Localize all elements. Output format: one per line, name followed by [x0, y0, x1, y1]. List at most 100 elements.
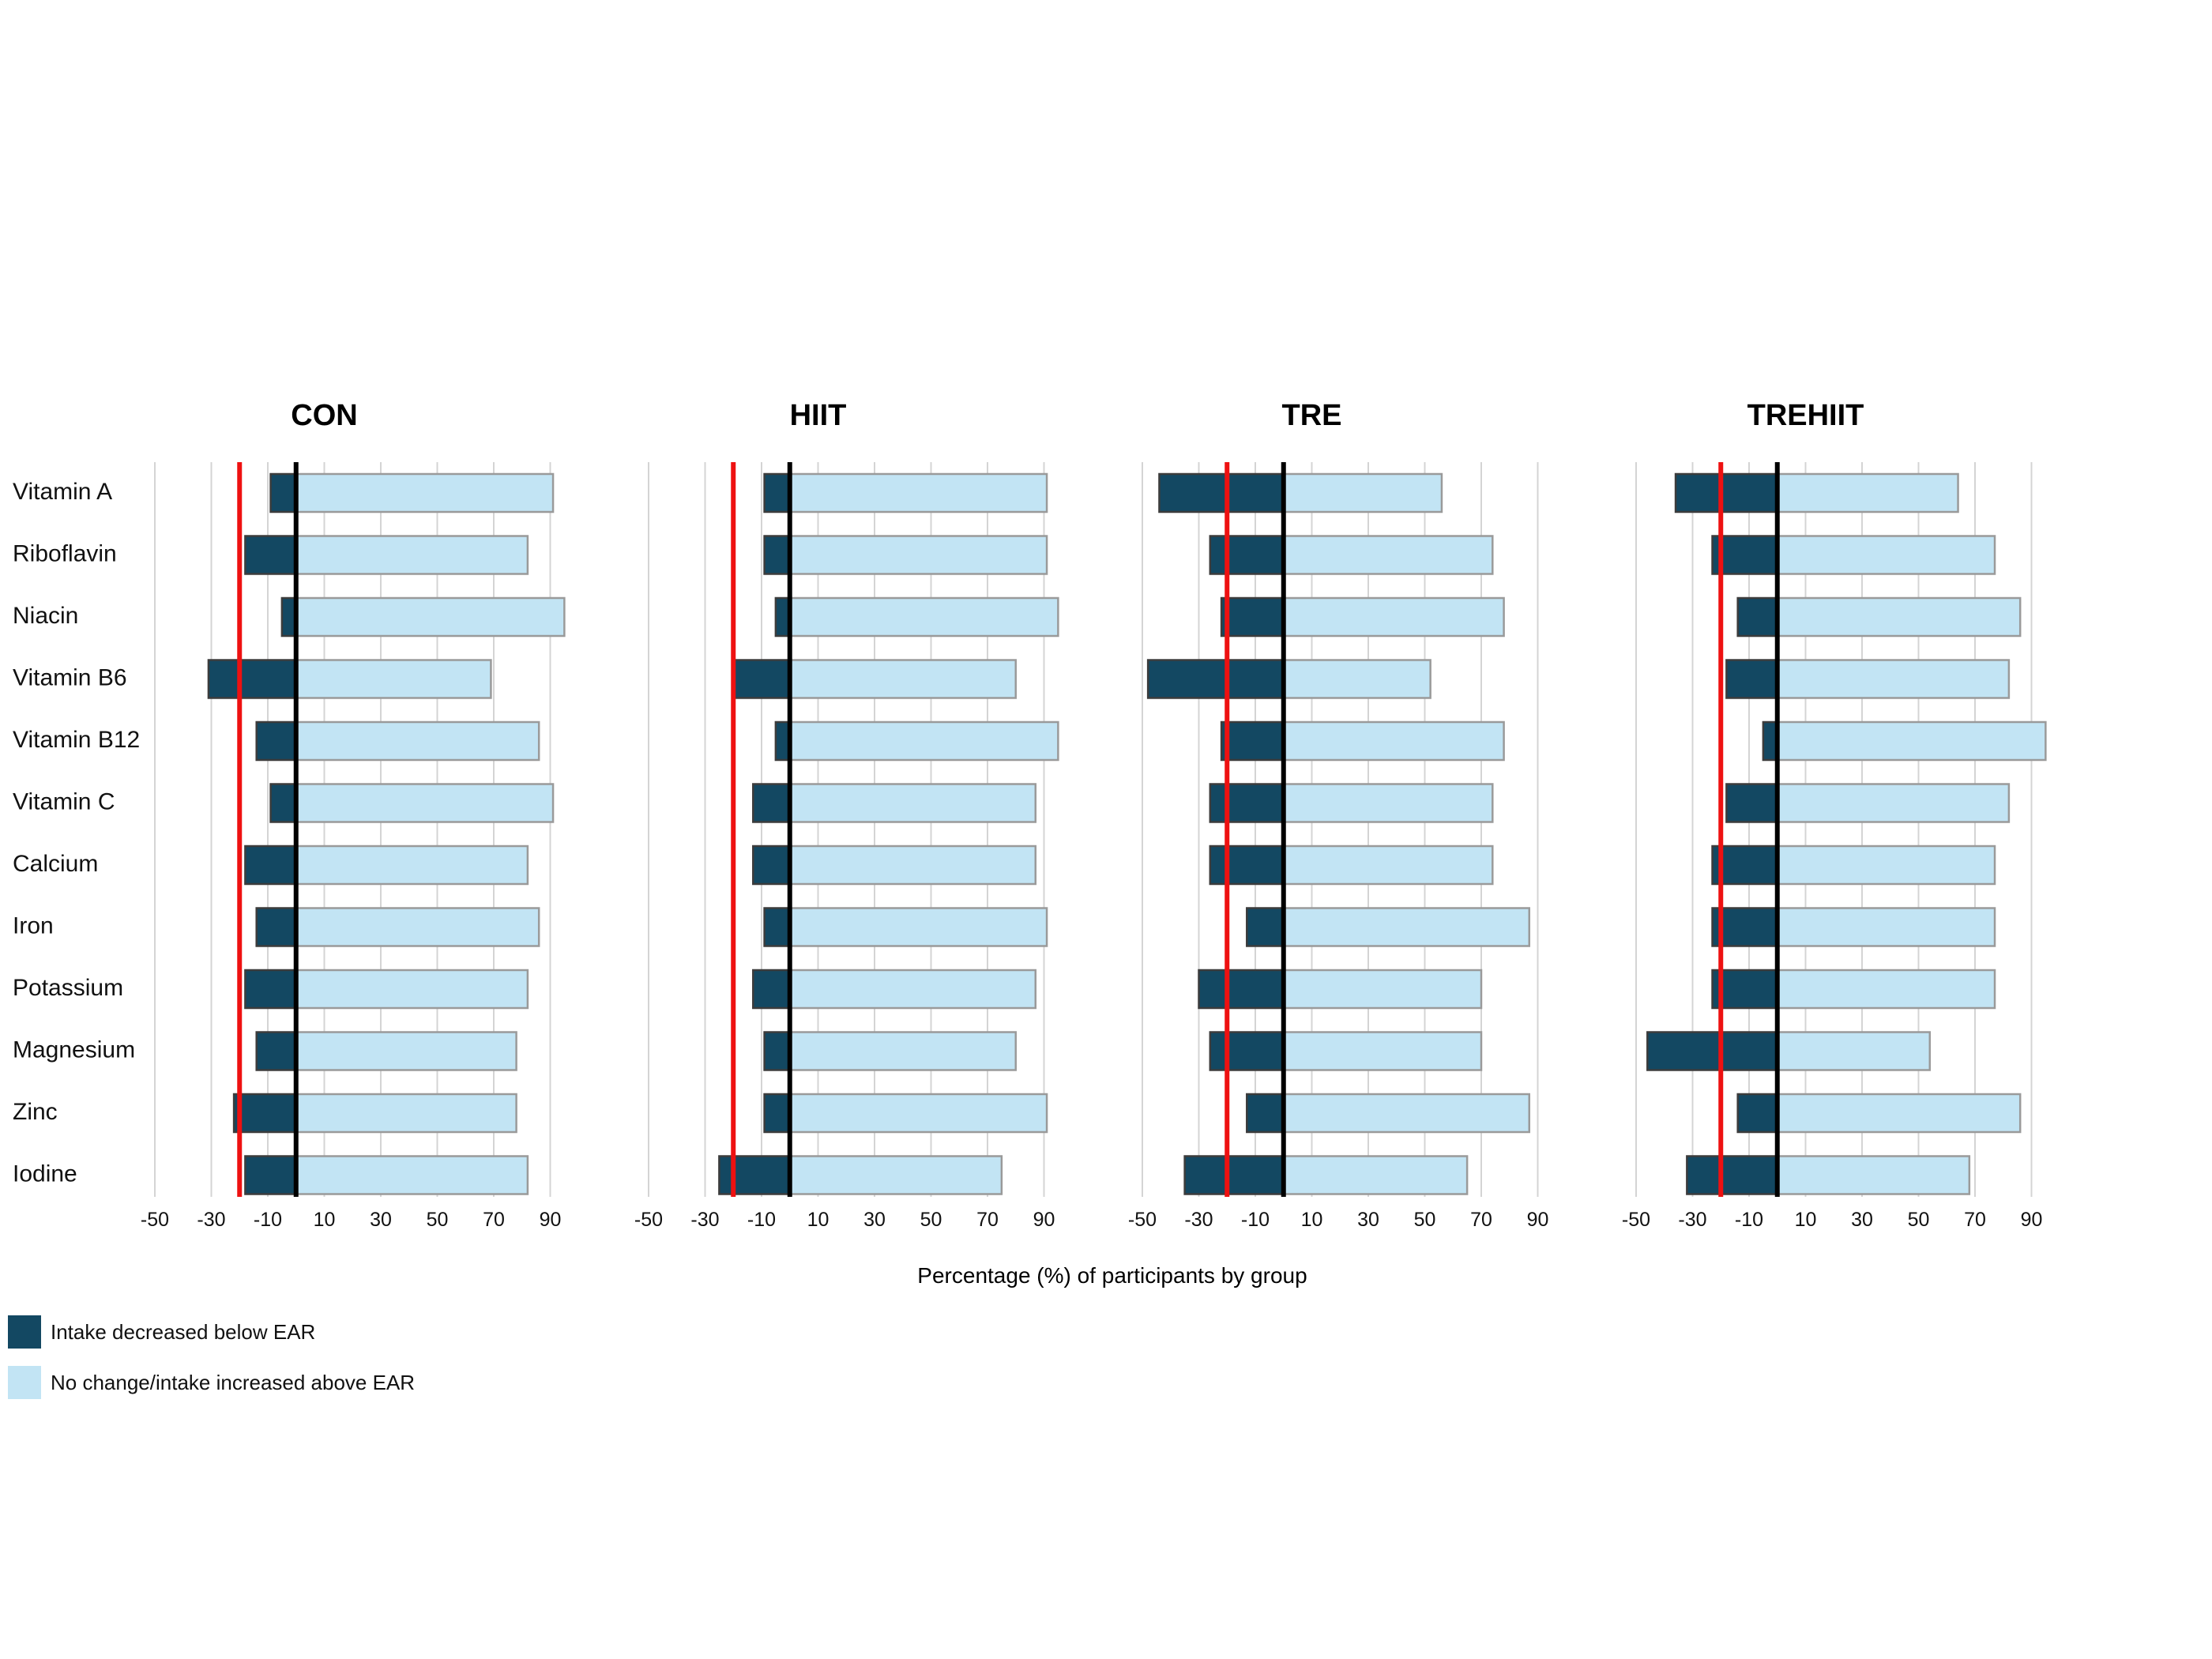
bar-increased-con-calcium [295, 845, 529, 886]
bar-increased-con-iodine [295, 1155, 529, 1195]
bar-increased-tre-vitamin-b6 [1282, 659, 1431, 699]
bar-increased-tre-vitamin-b12 [1282, 720, 1505, 762]
bar-increased-con-vitamin-c [295, 783, 555, 823]
bar-increased-tre-zinc [1282, 1093, 1531, 1134]
bar-decreased-con-potassium [244, 969, 297, 1010]
bar-increased-tre-vitamin-a [1282, 472, 1443, 514]
tick-label-tre-90: 90 [1527, 1209, 1549, 1231]
tick-label-tre-10: 10 [1301, 1209, 1323, 1231]
category-label-iodine: Iodine [13, 1161, 77, 1187]
category-label-vitamin-a: Vitamin A [13, 479, 112, 505]
bar-increased-trehiit-vitamin-a [1776, 472, 1959, 514]
bar-increased-tre-potassium [1282, 969, 1483, 1010]
legend-item-decreased: Intake decreased below EAR [8, 1315, 315, 1349]
bar-decreased-hiit-zinc [763, 1093, 792, 1134]
category-label-iron: Iron [13, 912, 54, 939]
bar-decreased-trehiit-vitamin-a [1674, 472, 1779, 514]
bar-decreased-tre-zinc [1246, 1093, 1285, 1134]
bar-increased-trehiit-magnesium [1776, 1031, 1932, 1071]
bar-increased-trehiit-zinc [1776, 1093, 2022, 1134]
tick-label-tre--30: -30 [1184, 1209, 1213, 1231]
bar-increased-hiit-potassium [788, 969, 1037, 1010]
bar-decreased-hiit-iodine [718, 1155, 791, 1195]
bar-decreased-tre-vitamin-b12 [1220, 720, 1285, 762]
category-labels: Vitamin A Riboflavin Niacin Vitamin B6 Vitam… [13, 479, 140, 1187]
bar-decreased-tre-vitamin-c [1209, 783, 1285, 823]
bar-increased-con-potassium [295, 969, 529, 1010]
panel-trehiit: -50 -30 -10 10 30 50 70 90 TREHIIT [1622, 399, 2047, 1231]
panel-hiit: -50 -30 -10 10 30 50 70 90 HIIT [634, 399, 1059, 1231]
tick-label-trehiit-90: 90 [2021, 1209, 2043, 1231]
tick-label-trehiit-30: 30 [1851, 1209, 1873, 1231]
bar-decreased-hiit-vitamin-b6 [732, 659, 791, 699]
bar-decreased-con-vitamin-b6 [207, 659, 297, 699]
bar-decreased-hiit-vitamin-c [752, 783, 792, 823]
panel-con: -50 -30 -10 10 30 50 70 90 CON [141, 399, 566, 1231]
bar-decreased-tre-magnesium [1209, 1031, 1285, 1071]
bar-increased-tre-calcium [1282, 845, 1494, 886]
category-label-vitamin-b12: Vitamin B12 [13, 727, 140, 753]
legend-label-increased: No change/intake increased above EAR [51, 1370, 416, 1394]
bar-increased-hiit-vitamin-b12 [788, 720, 1059, 762]
bar-increased-con-niacin [295, 596, 566, 638]
bar-increased-hiit-riboflavin [788, 535, 1048, 575]
bar-decreased-con-iron [255, 907, 298, 947]
category-label-vitamin-b6: Vitamin B6 [13, 664, 127, 690]
tick-label-hiit-90: 90 [1033, 1209, 1055, 1231]
bar-increased-hiit-niacin [788, 596, 1059, 638]
tick-label-trehiit-70: 70 [1964, 1209, 1986, 1231]
category-label-zinc: Zinc [13, 1099, 58, 1125]
bar-increased-hiit-iodine [788, 1155, 1003, 1195]
bar-increased-trehiit-niacin [1776, 596, 2022, 638]
bar-decreased-hiit-potassium [752, 969, 792, 1010]
tick-label-trehiit--50: -50 [1622, 1209, 1650, 1231]
category-label-calcium: Calcium [13, 851, 98, 877]
bar-increased-con-magnesium [295, 1031, 517, 1071]
panel-title-hiit: HIIT [790, 399, 847, 432]
tick-label-trehiit--30: -30 [1678, 1209, 1706, 1231]
bar-increased-tre-niacin [1282, 596, 1505, 638]
tick-label-con-10: 10 [314, 1209, 336, 1231]
bar-increased-trehiit-riboflavin [1776, 535, 1996, 575]
bar-decreased-tre-vitamin-b6 [1146, 659, 1285, 699]
bar-increased-tre-vitamin-c [1282, 783, 1494, 823]
bar-decreased-trehiit-vitamin-c [1725, 783, 1778, 823]
bar-increased-trehiit-iron [1776, 907, 1996, 947]
bar-decreased-tre-iodine [1183, 1155, 1285, 1195]
tick-label-hiit-50: 50 [920, 1209, 942, 1231]
tick-label-con-90: 90 [540, 1209, 562, 1231]
bar-increased-hiit-magnesium [788, 1031, 1017, 1071]
bar-decreased-con-zinc [232, 1093, 298, 1134]
panel-title-trehiit: TREHIIT [1747, 399, 1864, 432]
category-label-magnesium: Magnesium [13, 1036, 135, 1063]
bar-increased-trehiit-vitamin-b6 [1776, 659, 2011, 699]
bar-increased-trehiit-calcium [1776, 845, 1996, 886]
tick-label-hiit--10: -10 [747, 1209, 776, 1231]
bar-increased-hiit-vitamin-c [788, 783, 1037, 823]
legend-swatch-increased [8, 1366, 41, 1399]
bar-increased-con-vitamin-b12 [295, 720, 540, 762]
bar-decreased-con-vitamin-c [269, 783, 298, 823]
bar-decreased-tre-potassium [1198, 969, 1285, 1010]
bar-decreased-tre-vitamin-a [1158, 472, 1285, 514]
x-axis-title: Percentage (%) of participants by group [917, 1263, 1307, 1288]
bar-decreased-con-calcium [244, 845, 297, 886]
category-label-potassium: Potassium [13, 975, 123, 1001]
bar-increased-tre-iron [1282, 907, 1531, 947]
tick-label-tre--10: -10 [1241, 1209, 1270, 1231]
bar-increased-tre-riboflavin [1282, 535, 1494, 575]
bar-increased-trehiit-vitamin-c [1776, 783, 2011, 823]
bar-decreased-con-riboflavin [244, 535, 297, 575]
tick-label-con--30: -30 [197, 1209, 225, 1231]
bar-decreased-hiit-iron [763, 907, 792, 947]
panel-tre: -50 -30 -10 10 30 50 70 90 TRE [1128, 399, 1548, 1231]
bar-decreased-trehiit-vitamin-b6 [1725, 659, 1778, 699]
bar-increased-con-vitamin-b6 [295, 659, 492, 699]
bar-decreased-hiit-calcium [752, 845, 792, 886]
tick-label-tre--50: -50 [1128, 1209, 1157, 1231]
bar-increased-tre-iodine [1282, 1155, 1469, 1195]
bar-increased-trehiit-vitamin-b12 [1776, 720, 2047, 762]
tick-label-con-30: 30 [370, 1209, 392, 1231]
bar-decreased-hiit-vitamin-a [763, 472, 792, 514]
